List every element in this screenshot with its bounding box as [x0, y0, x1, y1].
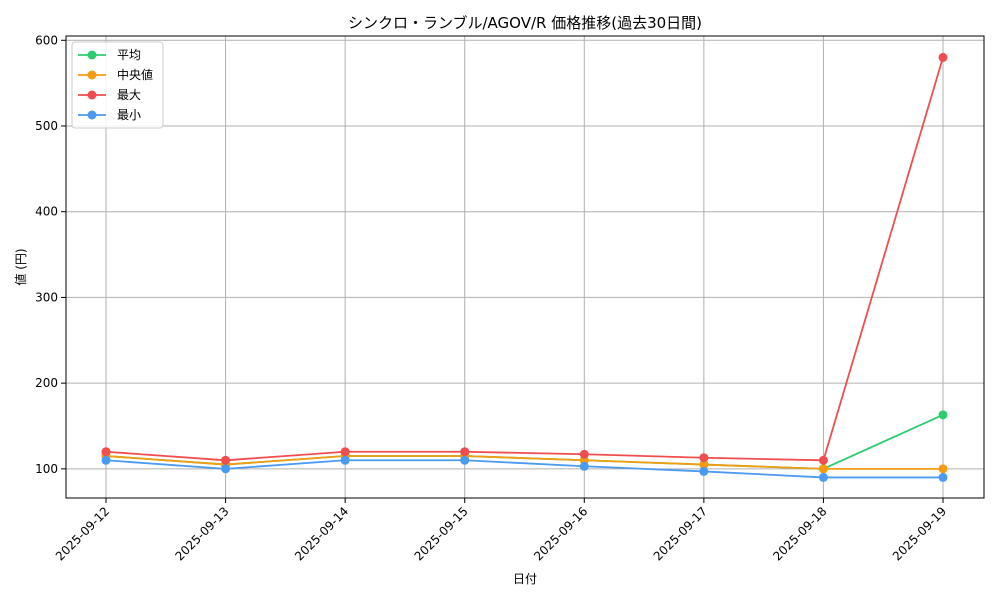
data-point [579, 461, 589, 471]
legend-label: 最大 [117, 88, 141, 102]
chart-title: シンクロ・ランブル/AGOV/R 価格推移(過去30日間) [348, 14, 702, 32]
data-point [221, 464, 231, 474]
y-tick-label: 200 [35, 376, 58, 390]
series-line [105, 459, 943, 479]
data-point [101, 455, 111, 465]
grid [66, 36, 984, 498]
data-point [699, 466, 709, 476]
data-point [460, 447, 470, 457]
data-point [579, 449, 589, 459]
x-tick-label: 2025-09-13 [172, 504, 231, 563]
legend-label: 最小 [117, 108, 141, 122]
legend-label: 平均 [117, 48, 141, 62]
series-line [105, 57, 944, 462]
series-3 [101, 455, 948, 482]
x-axis-label: 日付 [513, 572, 537, 586]
y-tick-label: 100 [35, 462, 58, 476]
x-tick-label: 2025-09-14 [292, 504, 351, 563]
legend-marker [87, 70, 97, 80]
legend-box [71, 41, 164, 129]
series-line [105, 455, 943, 470]
data-point [221, 455, 231, 465]
data-point [101, 447, 111, 457]
data-point [340, 455, 350, 465]
data-point [818, 455, 828, 465]
data-point [818, 472, 828, 482]
x-tick-label: 2025-09-16 [531, 504, 590, 563]
legend-marker [87, 110, 97, 120]
data-point [460, 455, 470, 465]
plot-frame [65, 35, 985, 499]
data-point [699, 453, 709, 463]
data-point [818, 464, 828, 474]
data-point [938, 464, 948, 474]
x-tick-label: 2025-09-15 [412, 504, 471, 563]
legend-marker [87, 90, 97, 100]
data-point [938, 410, 948, 420]
y-tick-label: 400 [35, 205, 58, 219]
legend-marker [87, 50, 97, 60]
data-point [938, 52, 948, 62]
y-tick-label: 500 [35, 119, 58, 133]
y-tick-label: 300 [35, 290, 58, 304]
y-axis-label: 値 (円) [13, 248, 28, 285]
x-tick-label: 2025-09-18 [770, 504, 829, 563]
x-tick-label: 2025-09-17 [651, 504, 710, 563]
tick-layer: 2025-09-12 2025-09-13 2025-09-14 2025-09-15… [35, 33, 949, 563]
series-2 [101, 52, 948, 465]
legend-label: 中央値 [117, 67, 153, 82]
data-point [938, 472, 948, 482]
series-layer [101, 52, 948, 482]
x-tick-label: 2025-09-12 [53, 504, 112, 563]
x-tick-label: 2025-09-19 [890, 504, 949, 563]
y-tick-label: 600 [35, 33, 58, 47]
data-point [340, 447, 350, 457]
data-point [699, 460, 709, 470]
